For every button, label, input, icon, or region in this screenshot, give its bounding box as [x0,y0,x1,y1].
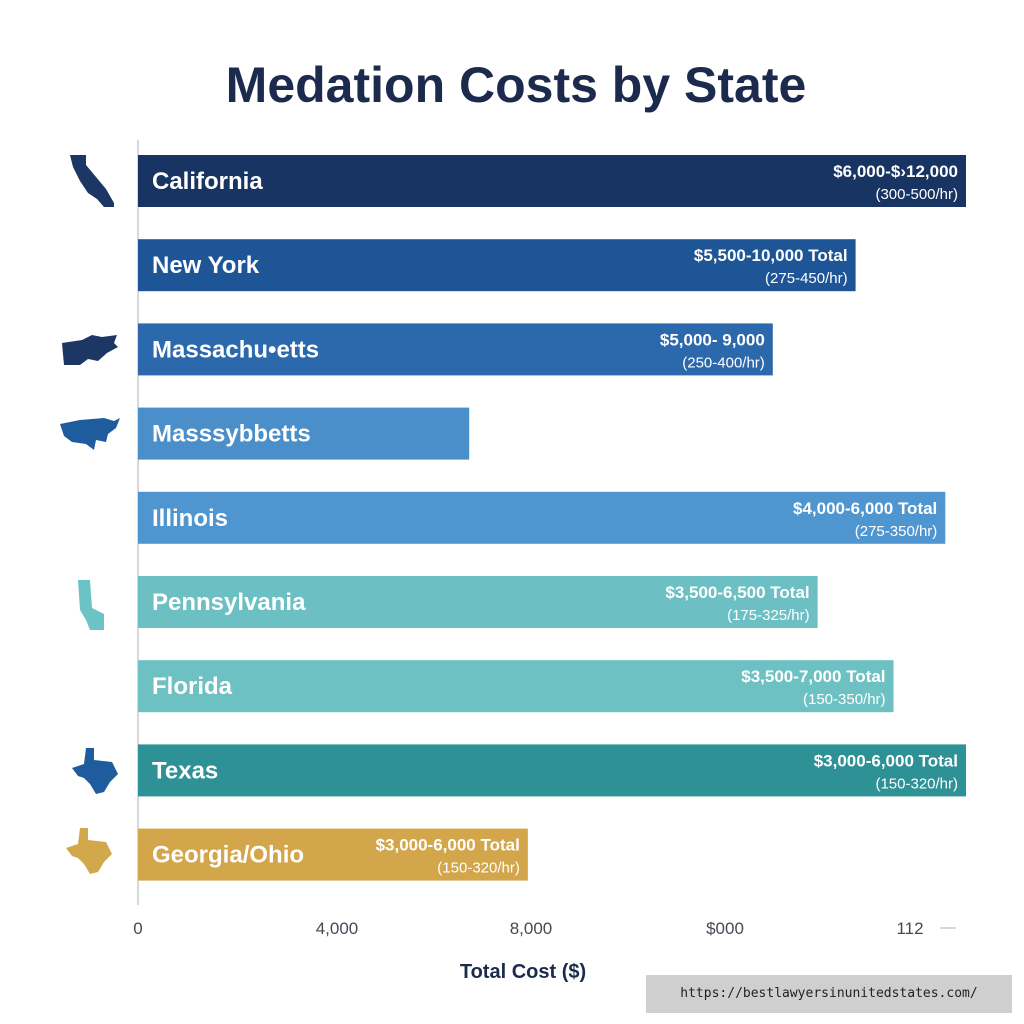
bar [138,239,856,292]
bar-value-label: $4,000-6,000 Total [793,499,937,518]
bar [138,744,966,797]
chart-title: Medation Costs by State [226,57,807,113]
bar-value-label: $5,000- 9,000 [660,330,765,349]
bar-category-label: Florida [152,673,233,700]
bar-group: Florida $3,500-7,000 Total (150-350/hr) [138,660,894,713]
bar-value-label: $3,500-6,500 Total [665,583,809,602]
bar-category-label: California [152,168,263,195]
bar [138,491,946,544]
state-icons-layer [60,155,120,874]
bar-rate-label: (150-320/hr) [875,775,958,792]
bar [138,323,773,376]
northeast-region-icon [62,335,118,365]
illinois-state-icon [78,580,104,630]
bar [138,660,894,713]
bar-group: Massachu•etts $5,000- 9,000 (250-400/hr) [138,323,773,376]
california-state-icon [70,155,114,207]
bar-rate-label: (175-325/hr) [727,607,810,624]
x-axis-ticks: 0 4,000 8,000 $000 112 [133,919,956,938]
bar [138,828,528,881]
bar-group: Texas $3,000-6,000 Total (150-320/hr) [138,744,966,797]
bar-value-label: $5,500-10,000 Total [694,246,848,265]
bar-value-label: $3,000-6,000 Total [376,836,520,855]
bar-group: Illinois $4,000-6,000 Total (275-350/hr) [138,491,946,544]
texas-state-icon [72,748,118,794]
source-url-watermark: https://bestlawyersinunitedstates.com/ [646,975,1012,1013]
texas-state-icon [66,828,112,874]
bar [138,155,966,207]
bar-category-label: Massachu•etts [152,336,319,363]
bar-rate-label: (250-400/hr) [682,354,765,371]
x-tick-label: 8,000 [510,919,553,938]
bar-category-label: New York [152,252,260,279]
x-tick-label: 0 [133,919,142,938]
bar-group: California $6,000-$›12,000 (300-500/hr) [138,155,966,207]
bar-rate-label: (150-350/hr) [803,691,886,708]
bar-value-label: $6,000-$›12,000 [833,162,958,181]
usa-map-icon [60,418,120,450]
x-tick-label: $000 [706,919,744,938]
bar-category-label: Masssybbetts [152,421,311,448]
bar-rate-label: (275-450/hr) [765,270,848,287]
bar-group: Georgia/Ohio $3,000-6,000 Total (150-320/h… [138,828,528,881]
bar-group: New York $5,500-10,000 Total (275-450/hr) [138,239,856,292]
bar-group: Pennsylvania $3,500-6,500 Total (175-325/h… [138,576,818,628]
bar [138,576,818,628]
bar-category-label: Pennsylvania [152,589,306,616]
x-axis-title: Total Cost ($) [460,961,586,983]
bar-category-label: Georgia/Ohio [152,842,304,869]
x-tick-label: 112 [896,919,923,938]
bar-rate-label: (300-500/hr) [875,186,958,203]
x-tick-label: 4,000 [316,919,359,938]
bar-rate-label: (150-320/hr) [437,860,520,877]
bar-value-label: $3,500-7,000 Total [741,667,885,686]
bar [138,407,470,460]
bar-rate-label: (275-350/hr) [855,523,938,540]
bar-group: Masssybbetts [138,407,470,460]
bar-category-label: Illinois [152,505,228,532]
bar-value-label: $3,000-6,000 Total [814,751,958,770]
bars-layer: California $6,000-$›12,000 (300-500/hr) New… [138,155,966,881]
bar-category-label: Texas [152,757,218,784]
